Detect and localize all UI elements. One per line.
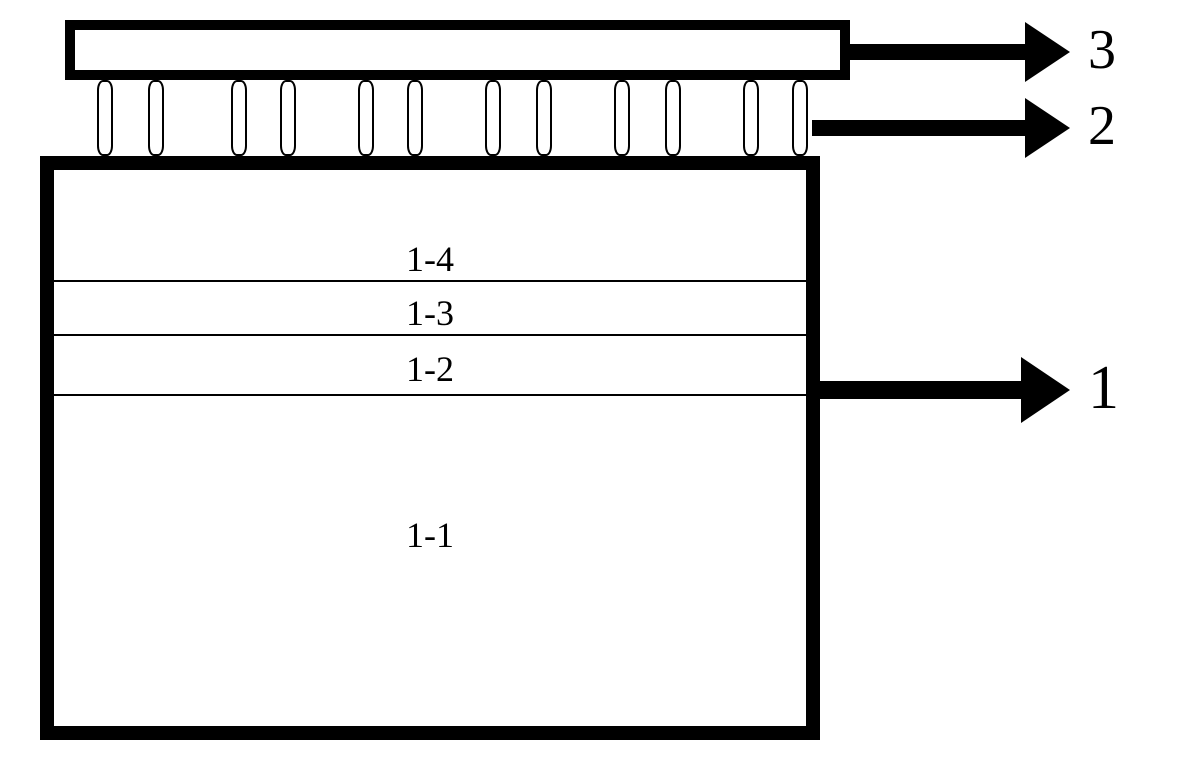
arrow-head-icon <box>1025 98 1070 158</box>
arrow-shaft <box>820 381 1021 399</box>
pointer-label-2: 2 <box>1088 94 1116 158</box>
schematic-diagram: 1-41-31-21-1 321 <box>40 20 850 740</box>
rod <box>280 80 296 156</box>
layer-divider <box>54 394 806 396</box>
layer-divider <box>54 334 806 336</box>
arrow-shaft <box>812 120 1025 136</box>
pointer-label-3: 3 <box>1088 18 1116 82</box>
layer-stack: 1-4 1-3 1-2 1-1 <box>40 156 820 740</box>
arrow-head-icon <box>1025 22 1070 82</box>
rod <box>536 80 552 156</box>
layer-label-1-4: 1-4 <box>54 238 806 280</box>
rod <box>97 80 113 156</box>
rod <box>743 80 759 156</box>
layer-label-1-1: 1-1 <box>54 514 806 556</box>
top-bar <box>65 20 850 80</box>
rod <box>792 80 808 156</box>
rod <box>231 80 247 156</box>
layer-label-1-3: 1-3 <box>54 292 806 334</box>
rod <box>358 80 374 156</box>
rod <box>148 80 164 156</box>
layer-divider <box>54 280 806 282</box>
rod <box>407 80 423 156</box>
arrow-head-icon <box>1021 357 1070 423</box>
arrow-shaft <box>850 44 1025 60</box>
pointer-label-1: 1 <box>1088 353 1119 424</box>
layer-label-1-2: 1-2 <box>54 348 806 390</box>
rod <box>485 80 501 156</box>
rod <box>614 80 630 156</box>
rod <box>665 80 681 156</box>
